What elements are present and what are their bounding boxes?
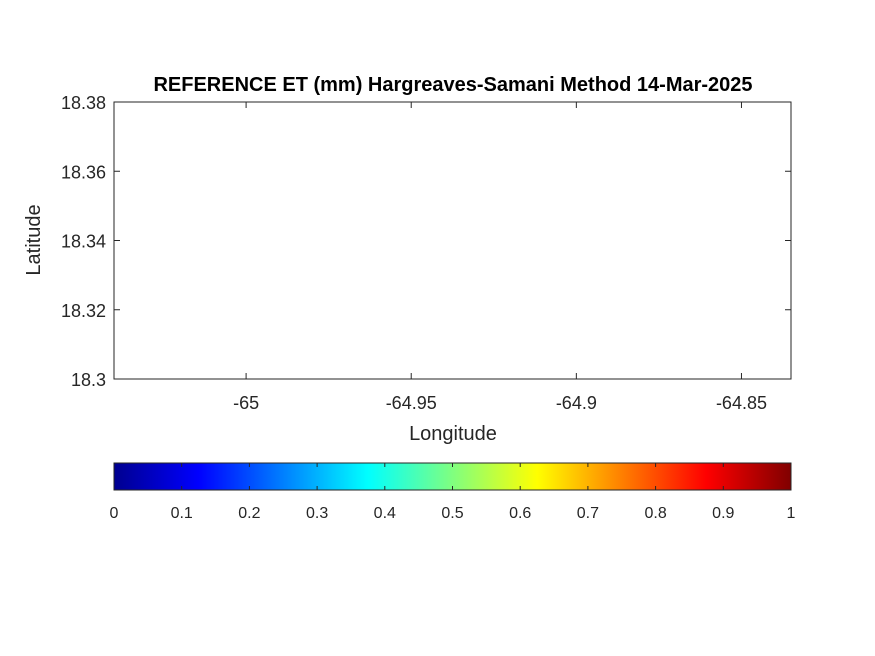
colorbar-tick-label: 0.5 (441, 505, 463, 522)
colorbar-tick-label: 0.9 (712, 505, 734, 522)
x-tick-label: -64.85 (716, 393, 767, 413)
chart-title: REFERENCE ET (mm) Hargreaves-Samani Meth… (153, 74, 752, 96)
x-tick-label: -64.9 (556, 393, 597, 413)
y-tick-label: 18.34 (61, 232, 106, 252)
y-axis-ticks: 18.3 18.32 18.34 18.36 18.38 (61, 93, 791, 390)
x-tick-label: -65 (233, 393, 259, 413)
colorbar-tick-label: 0.3 (306, 505, 328, 522)
x-axis-ticks: -65 -64.95 -64.9 -64.85 (233, 102, 767, 413)
x-axis-label: Longitude (409, 423, 497, 445)
colorbar-tick-label: 1 (787, 505, 796, 522)
colorbar-ticks: 0 0.1 0.2 0.3 0.4 0.5 0.6 0.7 0.8 0.9 1 (110, 463, 796, 522)
colorbar-tick-label: 0.1 (171, 505, 193, 522)
y-axis-label: Latitude (23, 204, 45, 275)
y-tick-label: 18.38 (61, 93, 106, 113)
colorbar-tick-label: 0.8 (644, 505, 666, 522)
colorbar-tick-label: 0.7 (577, 505, 599, 522)
x-tick-label: -64.95 (386, 393, 437, 413)
colorbar (113, 462, 792, 491)
colorbar-tick-label: 0.4 (374, 505, 396, 522)
plot-area (113, 101, 792, 380)
colorbar-tick-label: 0.6 (509, 505, 531, 522)
y-tick-label: 18.3 (71, 370, 106, 390)
colorbar-tick-label: 0.2 (238, 505, 260, 522)
colorbar-tick-label: 0 (110, 505, 119, 522)
y-tick-label: 18.36 (61, 162, 106, 182)
y-tick-label: 18.32 (61, 301, 106, 321)
